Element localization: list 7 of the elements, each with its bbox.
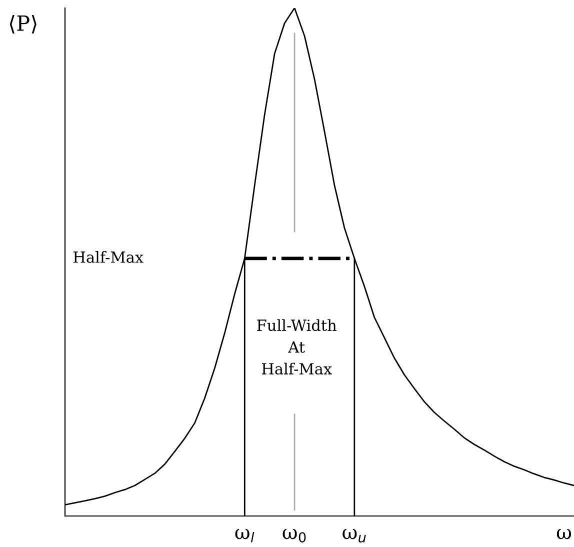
x-tick-label: ω$_{l}$ [235, 528, 254, 542]
x-tick-label: ω$_{0}$ [282, 528, 306, 542]
y-axis-title: ⟨P⟩ [10, 14, 36, 34]
x-tick-label: ω$_{u}$ [342, 528, 366, 542]
annotation: Full-Width At Half-Max [257, 319, 336, 375]
annotation: Half-Max [73, 251, 144, 263]
x-tick-label: ω [556, 529, 571, 540]
